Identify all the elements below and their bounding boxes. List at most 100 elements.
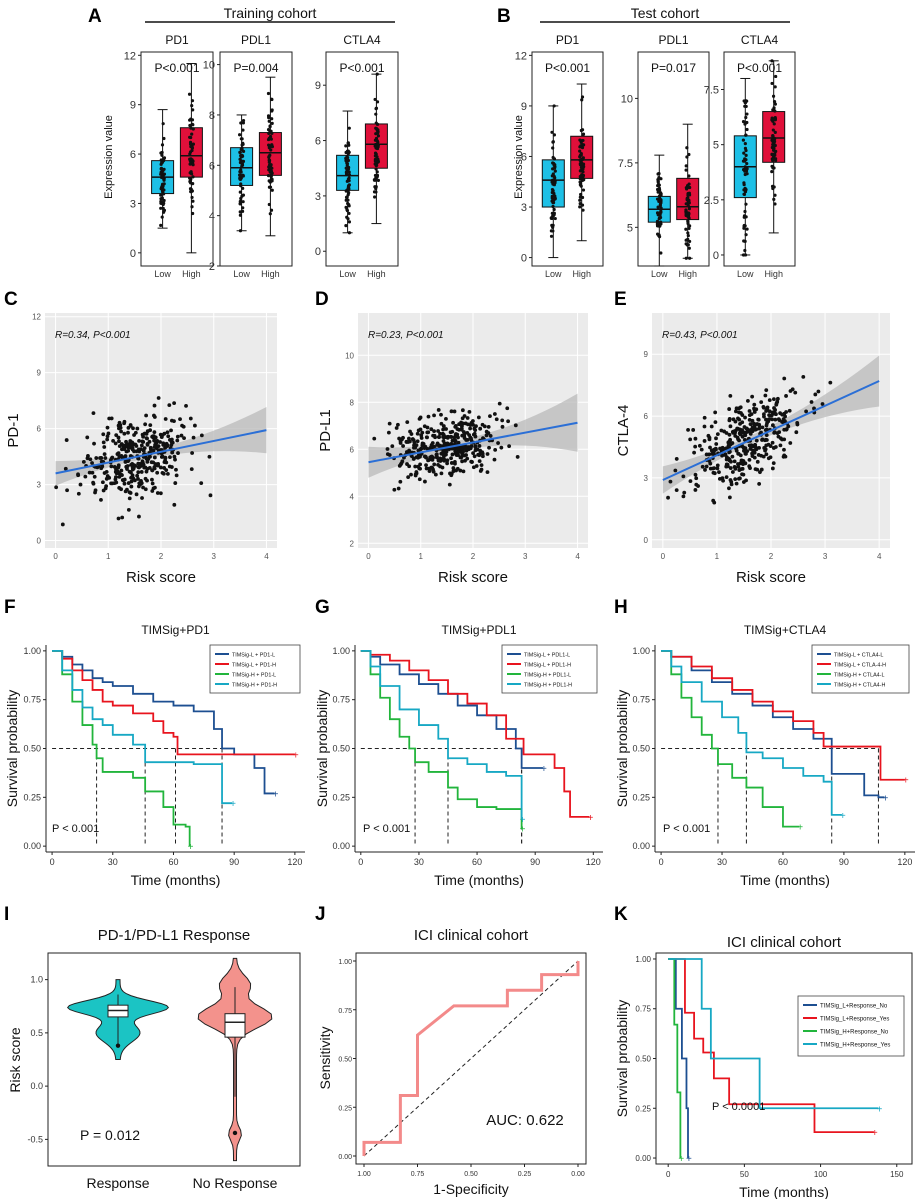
scatter-point [469, 436, 473, 441]
panel-letter-I: I [4, 904, 9, 925]
scatter-point [441, 439, 446, 443]
y-tick-label: 2 [350, 539, 355, 548]
jitter-point [551, 200, 556, 205]
scatter-point [694, 476, 699, 481]
scatter-point [451, 466, 456, 470]
jitter-point [240, 173, 244, 177]
jitter-point [552, 183, 556, 187]
scatter-point [809, 400, 814, 404]
scatter-point [752, 449, 757, 453]
scatter-point [460, 408, 465, 413]
scatter-point [465, 456, 470, 461]
scatter-point [394, 426, 399, 430]
scatter-point [486, 424, 491, 429]
scatter-point [748, 430, 753, 434]
scatter-point [155, 439, 160, 443]
jitter-point [686, 243, 690, 247]
jitter-point [550, 187, 555, 192]
y-tick-label: 9 [130, 100, 136, 112]
scatter-point [143, 422, 148, 427]
scatter-point [442, 443, 446, 448]
censor-mark: + [230, 799, 236, 810]
scatter-point [739, 458, 744, 463]
y-tick-label: 0.25 [23, 792, 41, 802]
x-axis-label: Time (months) [434, 872, 524, 888]
legend-label: TIMSig-L + PD1-H [232, 663, 276, 669]
panel-frame [325, 51, 399, 267]
jitter-point [241, 118, 246, 123]
scatter-point [712, 471, 717, 476]
scatter-point [441, 433, 446, 438]
scatter-point [396, 486, 401, 491]
scatter-point [449, 456, 453, 461]
panel-letters: A B C D E F G H I J K [4, 6, 628, 925]
jitter-point [160, 161, 164, 165]
scatter-point [420, 441, 425, 446]
scatter-point [129, 443, 134, 448]
jitter-point [267, 116, 271, 120]
y-tick-label: 0.50 [632, 744, 650, 754]
scatter-point [152, 403, 157, 408]
y-axis-label: Risk score [7, 1027, 23, 1093]
y-tick-label: 6 [315, 136, 321, 148]
box-panel-PD1: PD1 0 3 6 9 12 Low High P<0.001 [124, 33, 214, 279]
chart-title: ICI clinical cohort [727, 934, 842, 951]
jitter-point [159, 151, 163, 155]
jitter-point [578, 177, 582, 181]
scatter-point [715, 466, 720, 471]
scatter-point [83, 474, 88, 479]
jitter-point [659, 192, 663, 196]
scatter-point [492, 412, 497, 416]
scatter-point [760, 438, 764, 442]
scatter-point [703, 468, 707, 472]
x-tick-label: 60 [168, 857, 178, 867]
jitter-point [686, 221, 690, 226]
scatter-point [412, 440, 417, 445]
jitter-point [267, 179, 271, 183]
scatter-point [152, 465, 157, 470]
scatter-point [444, 427, 448, 431]
jitter-point [159, 199, 163, 204]
scatter-point [668, 479, 673, 484]
scatter-point [180, 423, 184, 428]
jitter-point [159, 158, 163, 162]
scatter-point [795, 420, 800, 425]
x-tick-label: 30 [414, 857, 424, 867]
scatter-point [143, 487, 148, 492]
jitter-point [375, 163, 379, 167]
jitter-point [773, 85, 777, 89]
x-tick-label: 60 [472, 857, 482, 867]
scatter-point [424, 463, 428, 468]
x-tick-label: 0 [50, 857, 55, 867]
scatter-point [781, 420, 785, 425]
scatter-point [763, 428, 768, 432]
scatter-point [776, 417, 781, 422]
x-tick-label: High [678, 269, 697, 279]
jitter-point [744, 233, 748, 237]
scatter-point [173, 457, 177, 462]
jitter-point [270, 117, 274, 121]
scatter-point [693, 488, 698, 492]
scatter-point [734, 409, 738, 414]
y-tick-label: 8 [209, 110, 215, 122]
scatter-point [105, 437, 110, 442]
censor-mark: + [541, 764, 547, 775]
jitter-point [373, 195, 377, 199]
jitter-point [657, 216, 662, 220]
jitter-point [741, 120, 746, 124]
scatter-point [116, 435, 121, 440]
jitter-point [771, 108, 776, 112]
scatter-point [770, 423, 775, 428]
jitter-point [551, 204, 555, 209]
scatter-point [472, 454, 477, 459]
censor-mark: + [587, 813, 593, 824]
jitter-point [551, 172, 555, 176]
scatter-point [463, 446, 468, 451]
scatter-point [465, 416, 470, 420]
panel-title: PD1 [165, 33, 189, 47]
scatter-point [145, 478, 149, 483]
scatter-point [784, 394, 788, 398]
scatter-point [681, 494, 686, 499]
